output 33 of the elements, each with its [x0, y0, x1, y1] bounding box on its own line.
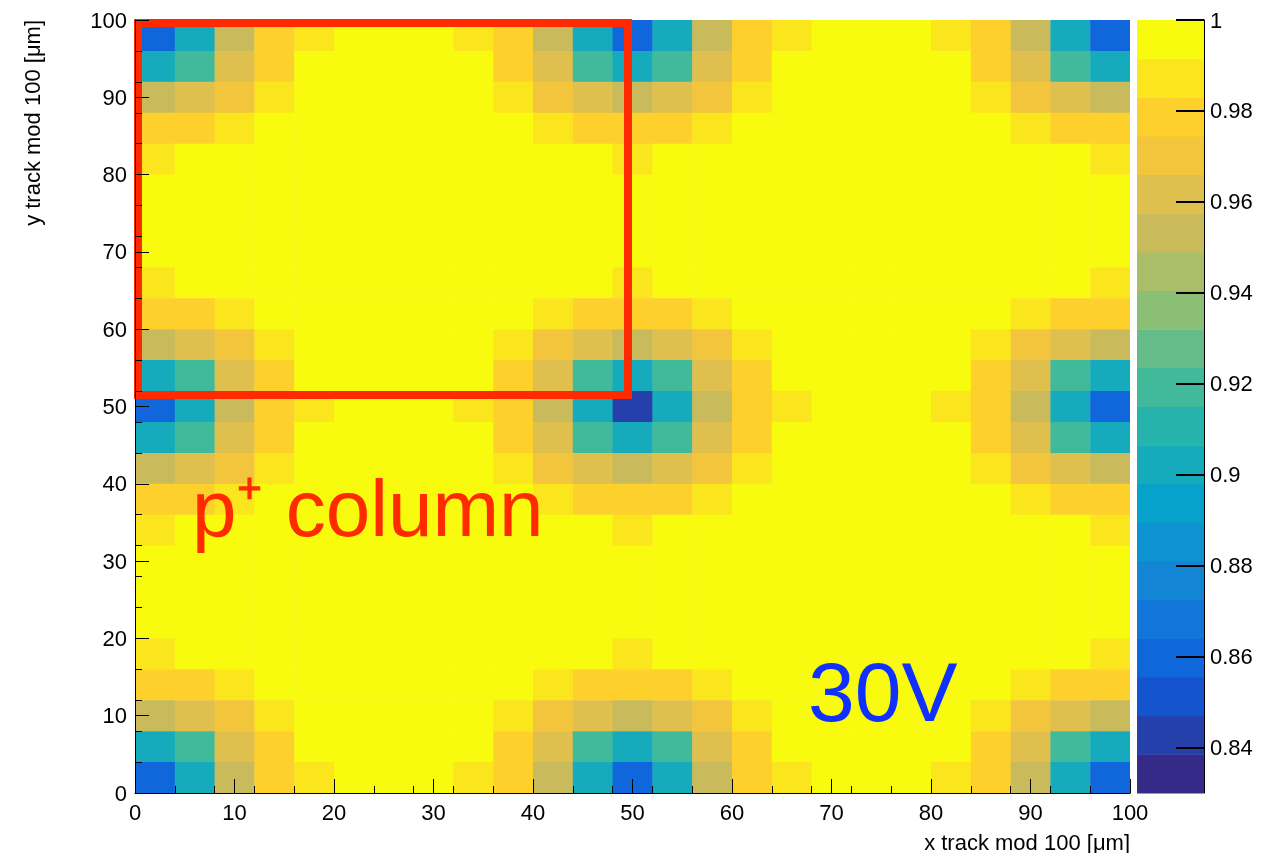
y-tick-label: 80: [102, 162, 127, 188]
x-tick-label: 60: [719, 799, 745, 825]
y-tick-label: 50: [102, 394, 127, 419]
x-tick-label: 40: [520, 799, 546, 825]
y-tick-label: 100: [90, 7, 127, 33]
x-tick-label: 70: [819, 799, 844, 825]
color-bar-label: 0.84: [1210, 735, 1253, 761]
color-bar-label: 0.96: [1210, 189, 1253, 215]
color-bar-label: 0.9: [1210, 462, 1241, 488]
x-tick-label: 30: [421, 799, 446, 825]
y-tick-label: 60: [102, 316, 127, 342]
y-tick-label: 30: [102, 548, 127, 574]
color-bar-label: 0.94: [1210, 280, 1253, 306]
y-axis-title: y track mod 100 [μm]: [19, 20, 45, 226]
y-tick-label: 90: [102, 84, 127, 110]
color-bar-label: 0.86: [1210, 644, 1253, 670]
annotation: 30V: [808, 645, 958, 739]
color-bar-label: 0.92: [1210, 371, 1253, 397]
x-tick-label: 10: [222, 799, 247, 825]
y-tick-label: 20: [102, 625, 127, 651]
color-bar-label: 0.98: [1210, 98, 1253, 124]
y-tick-label: 10: [102, 703, 127, 729]
annotation: p⁺ column: [192, 463, 544, 553]
x-tick-label: 50: [620, 799, 645, 825]
y-tick-label: 70: [102, 239, 127, 265]
color-bar-label: 1: [1210, 7, 1223, 33]
x-tick-label: 90: [1018, 799, 1043, 825]
y-tick-label: 40: [102, 471, 127, 497]
x-tick-label: 80: [918, 799, 944, 825]
x-tick-label: 20: [321, 799, 347, 825]
y-tick-label: 0: [114, 780, 127, 806]
x-tick-label: 100: [1111, 799, 1149, 825]
color-bar-label: 0.88: [1210, 553, 1253, 579]
